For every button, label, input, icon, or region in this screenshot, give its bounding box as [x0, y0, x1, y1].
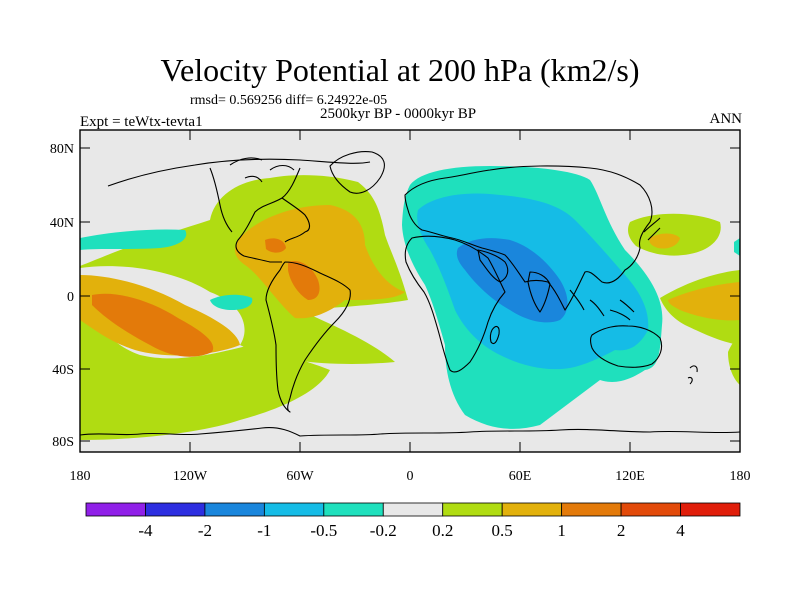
- lat-tick-label: 0: [67, 290, 74, 305]
- colorbar-swatch: [561, 502, 622, 517]
- lon-tick-label: 60E: [509, 469, 532, 484]
- positive-020-west-pacific: [628, 213, 721, 256]
- lon-tick-label: 180: [70, 469, 91, 484]
- coast-africa: [404, 235, 506, 373]
- period-text: 2500kyr BP - 0000kyr BP: [320, 106, 477, 122]
- lon-tick-label: 0: [407, 469, 414, 484]
- colorbar-swatch: [442, 502, 503, 517]
- coast-antarctica: [80, 427, 740, 437]
- positive-1-amazon: [288, 260, 320, 300]
- colorbar-label: -2: [198, 521, 212, 540]
- colorbar-swatch: [501, 502, 563, 517]
- positive-1-pacific: [92, 293, 214, 357]
- coast-japan: [643, 217, 661, 241]
- coast-australia: [589, 325, 663, 368]
- lon-tick-label: 180: [730, 469, 751, 484]
- coast-eurasia: [404, 165, 653, 311]
- colorbar-swatch: [263, 502, 325, 517]
- coast-greenland: [329, 151, 385, 194]
- positive-020-east-edge: [728, 335, 740, 385]
- colorbar-swatch: [145, 502, 206, 517]
- colorbar-swatch: [382, 502, 444, 517]
- colorbar-swatch: [680, 502, 741, 517]
- coast-southeast-asia: [569, 289, 635, 321]
- colorbar-swatch: [323, 502, 384, 517]
- lat-tick-label: 40S: [52, 363, 74, 378]
- stats-text: rmsd= 0.569256 diff= 6.24922e-05: [190, 93, 388, 108]
- negative-020-east-pacific: [210, 294, 253, 310]
- colorbar-label: 2: [617, 521, 626, 540]
- coast-madagascar: [489, 325, 500, 345]
- coast-arabia: [477, 249, 509, 283]
- lat-tick-label: 80S: [52, 435, 74, 450]
- colorbar: -4 -2 -1 -0.5 -0.2 0.2 0.5 1 2 4: [85, 502, 741, 540]
- colorbar-label: 4: [676, 521, 685, 540]
- experiment-label: Expt = teWtx-tevta1: [80, 114, 203, 130]
- colorbar-swatch: [85, 502, 146, 517]
- coast-canadian-arctic: [229, 157, 295, 183]
- coast-new-zealand: [687, 365, 698, 385]
- positive-1-atlantic: [265, 238, 286, 253]
- colorbar-label: 0.5: [492, 521, 513, 540]
- colorbar-swatch: [620, 502, 681, 517]
- coast-south-america: [265, 261, 351, 413]
- negative-020-north-pacific: [80, 229, 187, 250]
- colorbar-label: -0.2: [370, 521, 397, 540]
- negative-1-africa-asia: [456, 238, 568, 323]
- lat-tick-label: 40N: [50, 216, 74, 231]
- coastlines: [80, 151, 740, 437]
- contour-field: [80, 130, 740, 452]
- season-label: ANN: [709, 111, 743, 127]
- positive-050-tropical-pacific: [668, 282, 740, 321]
- axis-ticks: [80, 130, 740, 452]
- colorbar-label: -0.5: [310, 521, 337, 540]
- coast-india: [527, 271, 551, 313]
- colorbar-label: 1: [557, 521, 566, 540]
- lat-tick-label: 80N: [50, 142, 74, 157]
- colorbar-label: -1: [257, 521, 271, 540]
- positive-050-japan: [649, 233, 680, 249]
- positive-050-americas: [234, 205, 405, 319]
- colorbar-swatch: [204, 502, 265, 517]
- lon-tick-label: 60W: [286, 469, 314, 484]
- colorbar-label: -4: [138, 521, 153, 540]
- figure-title: Velocity Potential at 200 hPa (km2/s): [160, 52, 640, 88]
- colorbar-label: 0.2: [432, 521, 453, 540]
- lon-tick-label: 120E: [615, 469, 645, 484]
- lon-tick-label: 120W: [173, 469, 208, 484]
- negative-020-east-edge: [734, 238, 740, 256]
